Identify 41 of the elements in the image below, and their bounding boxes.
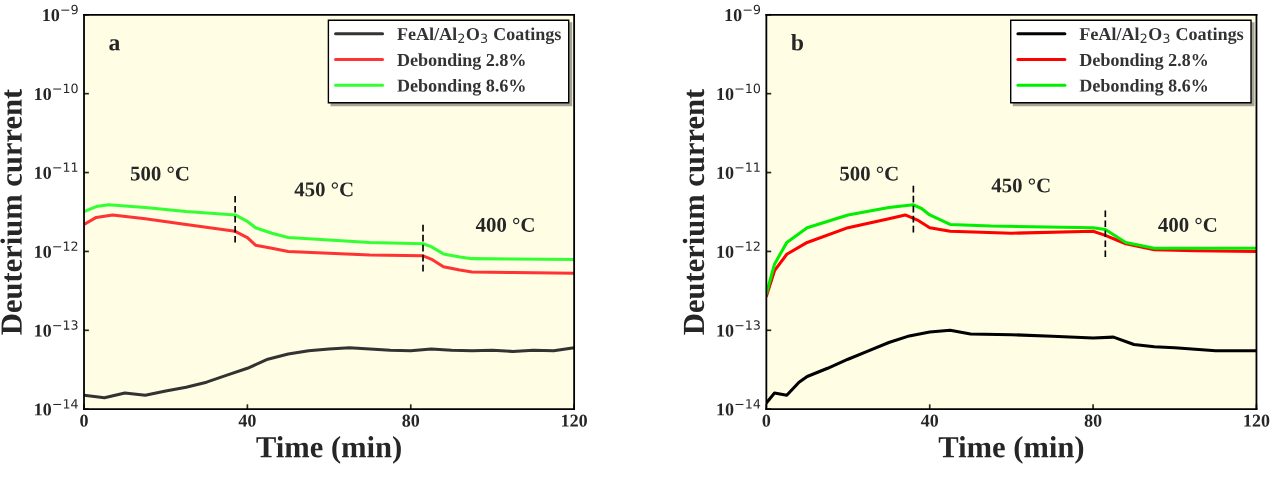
line-series xyxy=(84,203,575,262)
y-tick-label: 10$^{−13}$ xyxy=(35,320,78,337)
y-tick-label: 10$^{−11}$ xyxy=(717,162,760,179)
y-tick-label: 10$^{−12}$ xyxy=(35,241,78,258)
x-axis-title: Time (min) xyxy=(938,435,1084,464)
y-axis-title: Deuterium current xyxy=(682,88,705,335)
x-axis-title: Time (min) xyxy=(256,435,401,464)
y-tick-label: 10$^{−9}$ xyxy=(43,4,78,22)
annotation: 450 °C xyxy=(991,178,1050,193)
annotation: 450 °C xyxy=(294,182,353,197)
x-tick-label: 120 xyxy=(562,414,587,427)
y-tick-label: 10$^{−10}$ xyxy=(35,83,78,101)
y-axis-title: Deuterium current xyxy=(0,88,22,335)
text: b xyxy=(791,33,804,51)
x-tick-label: 40 xyxy=(920,414,939,427)
y-tick-label: 10$^{−10}$ xyxy=(717,83,761,101)
x-tick-label: 120 xyxy=(1244,414,1270,427)
x-tick-label: 40 xyxy=(238,414,256,427)
y-tick-label: 10$^{−12}$ xyxy=(717,241,760,258)
y-tick-label: 10$^{−11}$ xyxy=(35,162,78,179)
y-tick-label: 10$^{−9}$ xyxy=(725,4,761,22)
text: a xyxy=(109,39,120,51)
legend-label: Debonding 8.6% xyxy=(1079,79,1208,96)
x-tick-label: 80 xyxy=(1084,414,1102,427)
line-series xyxy=(84,213,575,275)
x-tick-label: 80 xyxy=(402,414,420,427)
annotation: 400 °C xyxy=(1158,217,1217,232)
legend-label: Debonding 2.8% xyxy=(397,53,525,70)
legend-label: Debonding 8.6% xyxy=(397,79,525,96)
annotation: 500 °C xyxy=(840,166,898,181)
legend-label: FeAl/Al$_{2}$O$_{3}$ Coatings xyxy=(1079,27,1244,44)
legend-label: FeAl/Al$_{2}$O$_{3}$ Coatings xyxy=(397,27,561,44)
x-tick-label: 0 xyxy=(80,414,88,427)
y-tick-label: 10$^{−14}$ xyxy=(717,399,761,416)
annotation: 500 °C xyxy=(130,166,189,181)
annotation: 400 °C xyxy=(475,217,534,232)
y-tick-label: 10$^{−13}$ xyxy=(717,320,760,337)
y-tick-label: 10$^{−14}$ xyxy=(35,399,78,416)
line-series xyxy=(84,346,575,400)
x-tick-label: 0 xyxy=(762,414,771,427)
legend-label: Debonding 2.8% xyxy=(1079,53,1208,70)
